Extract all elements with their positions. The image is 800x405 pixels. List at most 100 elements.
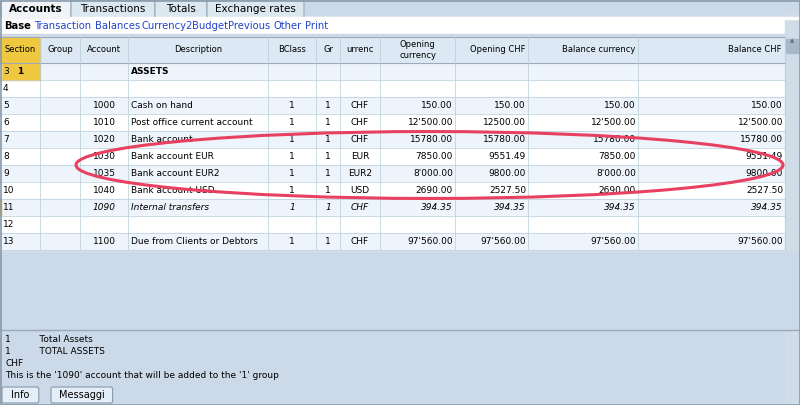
Text: 394.35: 394.35 (604, 203, 636, 212)
Bar (0, 80, 1, 97)
Text: urrenc: urrenc (346, 45, 374, 55)
Text: 9551.49: 9551.49 (489, 152, 526, 161)
Text: 394.35: 394.35 (422, 203, 453, 212)
Text: 1: 1 (325, 237, 331, 246)
Text: Exchange rates: Exchange rates (215, 4, 296, 14)
Bar (786, 39, 799, 53)
Text: 4: 4 (3, 84, 9, 93)
Text: Other: Other (274, 21, 302, 31)
Bar (0, 114, 1, 131)
Text: Gr: Gr (323, 45, 333, 55)
Text: 150.00: 150.00 (422, 101, 453, 110)
Text: 9551.49: 9551.49 (746, 152, 783, 161)
Bar (0, 233, 785, 250)
Text: Opening
currency: Opening currency (399, 40, 436, 60)
Text: Budget: Budget (192, 21, 228, 31)
Text: 7850.00: 7850.00 (598, 152, 636, 161)
Bar (0, 182, 1, 199)
Text: 12'500.00: 12'500.00 (407, 118, 453, 127)
Text: 8'000.00: 8'000.00 (413, 169, 453, 178)
Text: 97'560.00: 97'560.00 (407, 237, 453, 246)
Text: 1: 1 (289, 135, 295, 144)
Text: 97'560.00: 97'560.00 (480, 237, 526, 246)
Text: USD: USD (350, 186, 370, 195)
Text: CHF: CHF (351, 118, 369, 127)
Bar (0, 131, 1, 148)
Bar (0, 17, 800, 19)
Text: 1          Total Assets: 1 Total Assets (5, 335, 93, 345)
Text: 150.00: 150.00 (604, 101, 636, 110)
Text: 1040: 1040 (93, 186, 115, 195)
Text: 1: 1 (325, 203, 331, 212)
Text: 1: 1 (289, 118, 295, 127)
Bar (0, 182, 785, 199)
Text: 1: 1 (325, 135, 331, 144)
Text: 3: 3 (3, 67, 9, 76)
Text: Accounts: Accounts (9, 4, 63, 14)
Text: 15780.00: 15780.00 (410, 135, 453, 144)
Bar (0, 233, 1, 250)
Bar (0, 165, 785, 182)
Bar (0, 0, 800, 18)
Text: 2690.00: 2690.00 (416, 186, 453, 195)
Text: Currency2: Currency2 (141, 21, 192, 31)
Text: 9: 9 (3, 169, 9, 178)
Text: 2690.00: 2690.00 (598, 186, 636, 195)
Text: 8: 8 (3, 152, 9, 161)
Text: Messaggi: Messaggi (59, 390, 105, 400)
Text: 10: 10 (3, 186, 14, 195)
Text: 5: 5 (3, 101, 9, 110)
Text: 15780.00: 15780.00 (593, 135, 636, 144)
Bar (0, 63, 40, 80)
Text: 1035: 1035 (93, 169, 115, 178)
Text: 13: 13 (3, 237, 14, 246)
Text: 9800.00: 9800.00 (746, 169, 783, 178)
Text: 12'500.00: 12'500.00 (738, 118, 783, 127)
Bar (0, 34, 800, 37)
Text: 1: 1 (289, 203, 295, 212)
Text: Info: Info (11, 390, 30, 400)
Text: 394.35: 394.35 (751, 203, 783, 212)
Bar (0, 148, 1, 165)
Text: 1: 1 (289, 101, 295, 110)
Bar (3, 17, 69, 18)
Bar (0, 97, 1, 114)
Text: Internal transfers: Internal transfers (131, 203, 209, 212)
Bar (0, 80, 785, 97)
Text: 11: 11 (3, 203, 14, 212)
Text: 15780.00: 15780.00 (483, 135, 526, 144)
Text: Account: Account (87, 45, 121, 55)
Bar (0, 37, 785, 63)
Text: 1030: 1030 (93, 152, 115, 161)
Text: 1: 1 (289, 152, 295, 161)
Text: EUR: EUR (351, 152, 369, 161)
Bar (0, 17, 800, 34)
Text: 15780.00: 15780.00 (740, 135, 783, 144)
Text: 7850.00: 7850.00 (416, 152, 453, 161)
Bar (0, 37, 40, 63)
Text: CHF: CHF (351, 237, 369, 246)
Bar (0, 148, 785, 165)
Text: 1: 1 (325, 186, 331, 195)
Text: Group: Group (47, 45, 73, 55)
Text: 150.00: 150.00 (751, 101, 783, 110)
Text: EUR2: EUR2 (348, 169, 372, 178)
Text: 2527.50: 2527.50 (746, 186, 783, 195)
Bar (0, 63, 1, 80)
Text: 97'560.00: 97'560.00 (738, 237, 783, 246)
Text: Bank account USD: Bank account USD (131, 186, 214, 195)
Text: 1: 1 (325, 152, 331, 161)
Text: 7: 7 (3, 135, 9, 144)
Text: ASSETS: ASSETS (131, 67, 170, 76)
Text: BClass: BClass (278, 45, 306, 55)
Bar (785, 13, 800, 250)
Text: Balance CHF: Balance CHF (729, 45, 782, 55)
Text: Description: Description (174, 45, 222, 55)
Text: Opening CHF: Opening CHF (470, 45, 525, 55)
Text: Post office current account: Post office current account (131, 118, 253, 127)
Bar (0, 216, 785, 233)
Text: 1: 1 (325, 169, 331, 178)
Text: Base: Base (4, 21, 31, 31)
Text: Section: Section (4, 45, 36, 55)
Text: Due from Clients or Debtors: Due from Clients or Debtors (131, 237, 258, 246)
